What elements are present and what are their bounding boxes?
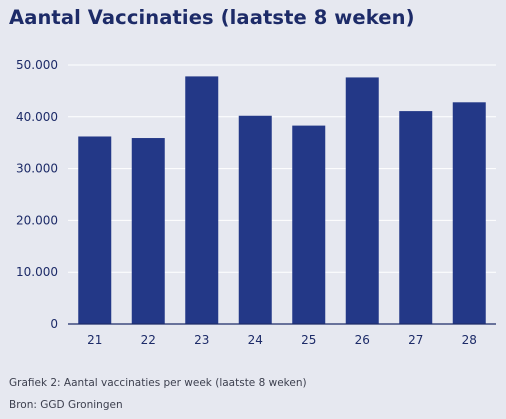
y-tick-label: 10.000 <box>16 265 58 279</box>
bar <box>399 111 433 325</box>
x-tick-label: 24 <box>248 333 263 347</box>
bar <box>185 76 219 325</box>
bar <box>292 125 326 324</box>
x-tick-label: 21 <box>87 333 102 347</box>
x-tick-label: 28 <box>462 333 477 347</box>
x-tick-label: 25 <box>301 333 316 347</box>
chart-caption: Grafiek 2: Aantal vaccinaties per week (… <box>9 377 307 389</box>
y-tick-label: 50.000 <box>16 58 58 72</box>
x-tick-label: 26 <box>355 333 370 347</box>
y-tick-label: 30.000 <box>16 162 58 176</box>
y-tick-label: 40.000 <box>16 110 58 124</box>
bar <box>452 102 486 325</box>
bar <box>238 115 272 324</box>
bar-chart: 0 10.000 20.000 30.000 40.000 50.000 21 22 23 24 2… <box>16 58 496 347</box>
bar <box>345 77 379 324</box>
x-tick-label: 27 <box>408 333 423 347</box>
chart-title: Aantal Vaccinaties (laatste 8 weken) <box>9 6 415 29</box>
x-tick-label: 22 <box>141 333 156 347</box>
bar <box>131 138 165 324</box>
x-tick-label: 23 <box>194 333 209 347</box>
y-tick-label: 0 <box>50 317 58 331</box>
chart-source: Bron: GGD Groningen <box>9 399 123 411</box>
bar <box>78 136 112 324</box>
y-tick-label: 20.000 <box>16 213 58 227</box>
